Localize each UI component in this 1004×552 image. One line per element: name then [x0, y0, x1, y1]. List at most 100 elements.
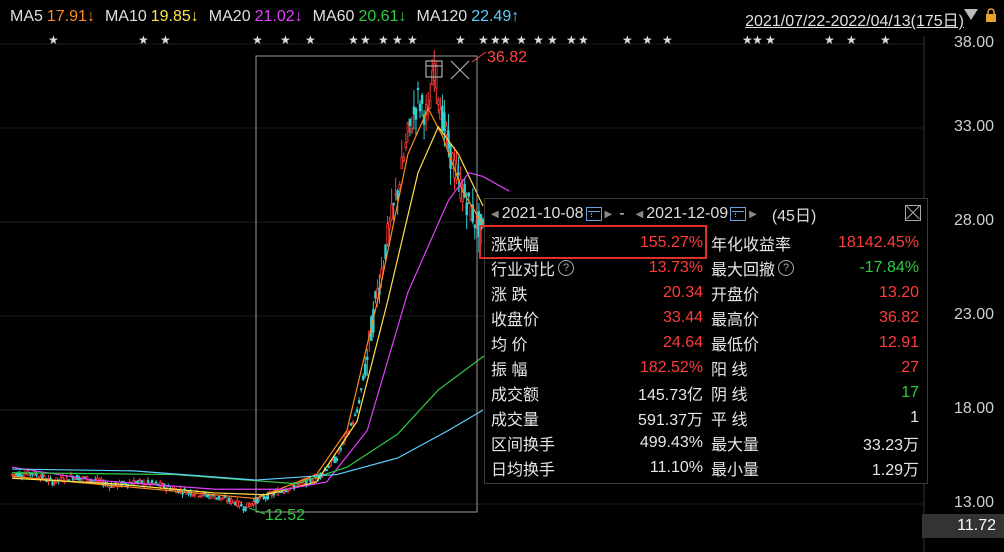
candlestick[interactable]	[205, 492, 209, 498]
candlestick[interactable]	[416, 81, 420, 104]
candlestick[interactable]	[181, 489, 184, 498]
candlestick[interactable]	[234, 500, 237, 506]
candlestick[interactable]	[228, 496, 231, 505]
candlestick[interactable]	[449, 143, 452, 185]
candlestick[interactable]	[246, 502, 249, 508]
candlestick[interactable]	[418, 100, 422, 119]
candlestick[interactable]	[215, 497, 219, 501]
candlestick[interactable]	[37, 475, 40, 479]
candlestick[interactable]	[374, 290, 377, 304]
candlestick[interactable]	[197, 495, 200, 498]
candlestick[interactable]	[225, 497, 229, 504]
candlestick[interactable]	[477, 203, 481, 253]
candlestick[interactable]	[258, 494, 261, 502]
lock-icon[interactable]	[984, 8, 998, 22]
help-icon[interactable]: ?	[778, 259, 795, 276]
candlestick[interactable]	[435, 61, 438, 105]
candlestick[interactable]	[110, 481, 113, 488]
start-date[interactable]: 2021-10-08	[501, 205, 584, 222]
candlestick[interactable]	[150, 479, 154, 485]
candlestick[interactable]	[455, 150, 458, 185]
candlestick[interactable]	[244, 506, 247, 512]
candlestick[interactable]	[138, 478, 142, 484]
candlestick[interactable]	[443, 99, 446, 147]
candlestick[interactable]	[331, 458, 334, 462]
candlestick[interactable]	[256, 497, 259, 504]
candlestick[interactable]	[422, 110, 426, 140]
candlestick[interactable]	[276, 486, 280, 496]
next-start-arrow-icon[interactable]: ▶	[604, 208, 613, 220]
candlestick[interactable]	[31, 473, 34, 478]
candlestick[interactable]	[337, 450, 341, 455]
candlestick[interactable]	[286, 490, 290, 494]
candlestick[interactable]	[361, 372, 365, 382]
candlestick[interactable]	[441, 94, 444, 135]
prev-end-arrow-icon[interactable]: ◀	[635, 208, 644, 220]
candlestick[interactable]	[394, 177, 397, 202]
candlestick[interactable]	[10, 473, 14, 476]
candlestick[interactable]	[67, 479, 71, 482]
candlestick[interactable]	[349, 422, 353, 426]
selection-box[interactable]	[255, 55, 478, 513]
candlestick[interactable]	[248, 501, 251, 507]
candlestick[interactable]	[191, 493, 194, 497]
candlestick[interactable]	[232, 500, 235, 505]
candlestick[interactable]	[406, 121, 410, 143]
candlestick[interactable]	[359, 388, 363, 393]
candlestick[interactable]	[217, 495, 221, 501]
candlestick[interactable]	[264, 496, 267, 502]
next-end-arrow-icon[interactable]: ▶	[749, 208, 757, 220]
candlestick[interactable]	[238, 500, 241, 509]
candlestick[interactable]	[175, 487, 178, 494]
calendar-icon[interactable]	[585, 207, 602, 221]
candlestick[interactable]	[471, 188, 475, 225]
close-icon[interactable]	[905, 205, 921, 221]
candlestick[interactable]	[437, 97, 440, 114]
candlestick[interactable]	[402, 152, 405, 164]
help-icon[interactable]: ?	[558, 259, 575, 276]
chevron-down-icon[interactable]	[964, 9, 978, 20]
candlestick[interactable]	[461, 179, 464, 212]
candlestick[interactable]	[390, 188, 393, 222]
candlestick[interactable]	[364, 356, 367, 379]
candlestick[interactable]	[392, 202, 395, 221]
candlestick[interactable]	[400, 140, 403, 170]
candlestick[interactable]	[242, 506, 245, 514]
candlestick[interactable]	[325, 468, 328, 472]
candlestick[interactable]	[282, 491, 286, 495]
candlestick[interactable]	[404, 133, 408, 152]
candlestick[interactable]	[439, 97, 442, 120]
candlestick[interactable]	[351, 420, 355, 427]
candlestick[interactable]	[236, 497, 239, 508]
candlestick[interactable]	[445, 121, 448, 146]
candlestick[interactable]	[414, 106, 418, 136]
date-range-link[interactable]: 2021/07/22-2022/04/13(175日)	[745, 13, 964, 30]
candlestick[interactable]	[250, 503, 253, 507]
candlestick[interactable]	[51, 480, 54, 487]
candlestick[interactable]	[219, 497, 223, 502]
candlestick[interactable]	[209, 494, 213, 500]
candlestick[interactable]	[426, 91, 430, 121]
candlestick[interactable]	[420, 92, 424, 117]
candlestick[interactable]	[252, 498, 255, 508]
candlestick[interactable]	[96, 474, 99, 484]
candlestick[interactable]	[327, 464, 330, 469]
calendar-icon[interactable]	[730, 207, 747, 221]
candlestick[interactable]	[35, 470, 38, 478]
candlestick[interactable]	[473, 224, 477, 240]
candlestick[interactable]	[428, 82, 432, 109]
candlestick[interactable]	[339, 445, 343, 453]
candlestick[interactable]	[353, 412, 357, 417]
candlestick[interactable]	[335, 456, 339, 463]
candlestick[interactable]	[366, 348, 369, 377]
prev-start-arrow-icon[interactable]: ◀	[491, 208, 499, 220]
candlestick[interactable]	[386, 215, 389, 248]
candlestick[interactable]	[410, 116, 414, 135]
candlestick[interactable]	[199, 494, 202, 499]
candlestick[interactable]	[39, 474, 42, 482]
selection-toolbar[interactable]	[425, 60, 470, 80]
candlestick[interactable]	[412, 90, 416, 130]
candlestick[interactable]	[154, 480, 158, 485]
candlestick[interactable]	[433, 50, 436, 92]
